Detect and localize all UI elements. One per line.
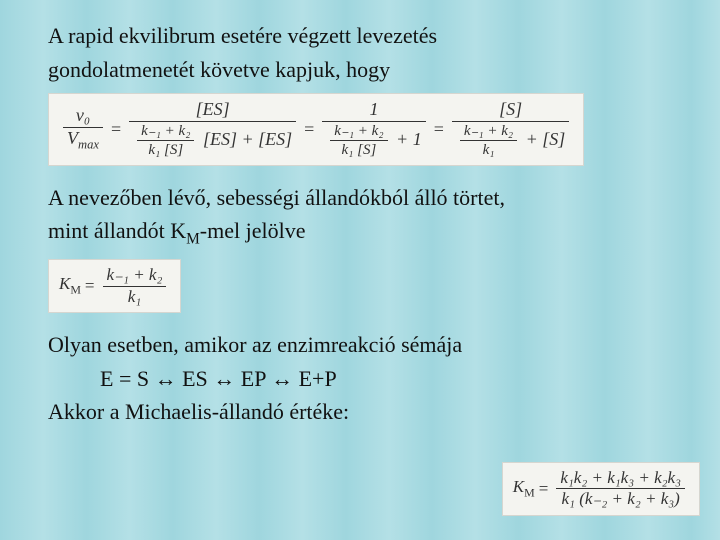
out-line-1: Olyan esetben, amikor az enzimreakció sé…: [48, 331, 672, 359]
eq2-den: k₁: [124, 288, 145, 307]
eq1-lhs-num: v₀: [72, 106, 94, 126]
eq1-t3-num: [S]: [495, 100, 526, 120]
eq1-t2-den: k₋₁ + k₂ k₁ [S] + 1: [322, 123, 425, 159]
intro-line-1: A rapid ekvilibrum esetére végzett levez…: [48, 22, 672, 50]
equals-icon: =: [85, 276, 95, 296]
eq1-t1-num: [ES]: [192, 100, 234, 120]
equals-icon: =: [304, 119, 314, 140]
eq1-t3-den: k₋₁ + k₂ k₁ + [S]: [452, 123, 569, 159]
intro-line-2: gondolatmenetét követve kapjuk, hogy: [48, 56, 672, 84]
eq2-lhs: KM: [59, 274, 81, 297]
out-line-3: Akkor a Michaelis-állandó értéke:: [48, 398, 672, 426]
equals-icon: =: [434, 119, 444, 140]
equation-km-def: KM = k₋₁ + k₂ k₁: [48, 259, 181, 313]
eq2-num: k₋₁ + k₂: [103, 266, 167, 285]
reaction-scheme: E = S ↔ ES ↔ EP ↔ E+P: [48, 365, 672, 393]
eq1-t1-den: k₋₁ + k₂ k₁ [S] [ES] + [ES]: [129, 123, 296, 159]
equals-icon: =: [111, 119, 121, 140]
eq1-t2-num: 1: [365, 100, 382, 120]
mid-line-2: mint állandót KM-mel jelölve: [48, 217, 672, 249]
equation-vmax: v₀ Vmax = [ES] k₋₁ + k₂ k₁ [S] [ES] + [E…: [48, 93, 584, 166]
equation-km-full: KM = k₁k₂ + k₁k₃ + k₂k₃ k₁ (k₋₂ + k₂ + k…: [502, 462, 700, 516]
eq3-lhs: KM: [513, 477, 535, 500]
eq1-lhs-den: Vmax: [63, 129, 103, 152]
eq3-den: k₁ (k₋₂ + k₂ + k₃): [558, 490, 684, 509]
equals-icon: =: [539, 479, 549, 499]
mid-line-1: A nevezőben lévő, sebességi állandókból …: [48, 184, 672, 212]
eq3-num: k₁k₂ + k₁k₃ + k₂k₃: [556, 469, 685, 488]
